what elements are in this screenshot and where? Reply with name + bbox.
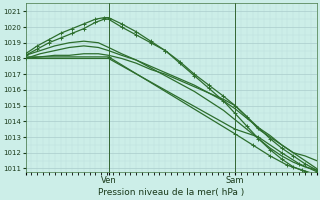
X-axis label: Pression niveau de la mer( hPa ): Pression niveau de la mer( hPa ) <box>98 188 244 197</box>
